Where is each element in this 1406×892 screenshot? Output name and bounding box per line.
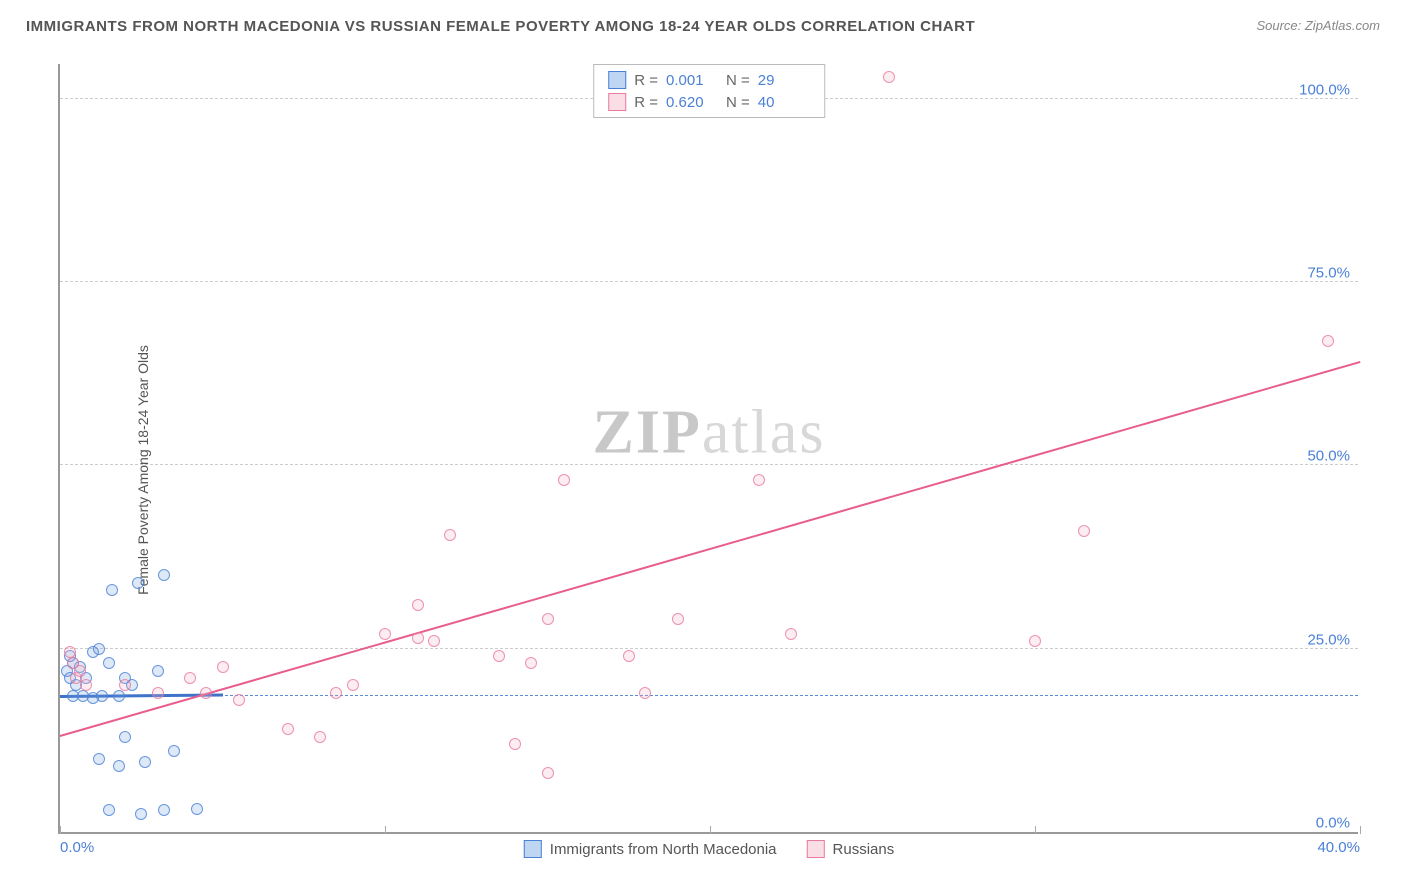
data-point — [113, 690, 125, 702]
data-point — [152, 665, 164, 677]
y-tick-label: 0.0% — [1316, 815, 1350, 832]
y-tick-label: 50.0% — [1307, 448, 1350, 465]
data-point — [103, 804, 115, 816]
legend-item-1: Immigrants from North Macedonia — [524, 840, 777, 858]
grid-line — [60, 281, 1358, 282]
data-point — [428, 635, 440, 647]
data-point — [785, 628, 797, 640]
data-point — [168, 745, 180, 757]
title-bar: IMMIGRANTS FROM NORTH MACEDONIA VS RUSSI… — [0, 0, 1406, 45]
data-point — [623, 650, 635, 662]
data-point — [135, 808, 147, 820]
chart-container: Female Poverty Among 18-24 Year Olds R =… — [18, 50, 1388, 890]
legend-row-series-2: R = 0.620 N = 40 — [608, 91, 810, 113]
legend-swatch-bottom-1 — [524, 840, 542, 858]
data-point — [753, 474, 765, 486]
data-point — [106, 584, 118, 596]
legend-label-1: Immigrants from North Macedonia — [550, 841, 777, 858]
data-point — [883, 71, 895, 83]
data-point — [67, 657, 79, 669]
y-tick-label: 75.0% — [1307, 265, 1350, 282]
data-point — [672, 613, 684, 625]
legend-r-label: R = — [634, 72, 658, 89]
x-tick-mark — [1035, 826, 1036, 834]
data-point — [412, 599, 424, 611]
legend-row-series-1: R = 0.001 N = 29 — [608, 69, 810, 91]
reference-line — [60, 695, 1358, 696]
x-tick-mark — [710, 826, 711, 834]
legend-swatch-2 — [608, 93, 626, 111]
data-point — [184, 672, 196, 684]
watermark: ZIPatlas — [593, 397, 826, 468]
data-point — [119, 679, 131, 691]
data-point — [379, 628, 391, 640]
data-point — [525, 657, 537, 669]
legend-r-value-2: 0.620 — [666, 94, 718, 111]
x-tick-mark — [60, 826, 61, 834]
watermark-light: atlas — [702, 398, 826, 466]
legend-n-label: N = — [726, 72, 750, 89]
data-point — [93, 643, 105, 655]
source-label: Source: ZipAtlas.com — [1256, 18, 1380, 33]
data-point — [158, 804, 170, 816]
data-point — [314, 731, 326, 743]
legend-r-label: R = — [634, 94, 658, 111]
legend-n-value-1: 29 — [758, 72, 810, 89]
watermark-bold: ZIP — [593, 398, 702, 466]
data-point — [282, 723, 294, 735]
data-point — [1322, 335, 1334, 347]
data-point — [412, 632, 424, 644]
scatter-plot: R = 0.001 N = 29 R = 0.620 N = 40 ZIPatl… — [58, 64, 1358, 834]
data-point — [80, 679, 92, 691]
data-point — [493, 650, 505, 662]
data-point — [64, 646, 76, 658]
trend-line-2 — [60, 361, 1361, 737]
legend-r-value-1: 0.001 — [666, 72, 718, 89]
y-tick-label: 25.0% — [1307, 631, 1350, 648]
data-point — [444, 529, 456, 541]
data-point — [542, 613, 554, 625]
data-point — [93, 753, 105, 765]
data-point — [233, 694, 245, 706]
y-tick-label: 100.0% — [1299, 81, 1350, 98]
data-point — [217, 661, 229, 673]
grid-line — [60, 464, 1358, 465]
data-point — [347, 679, 359, 691]
data-point — [542, 767, 554, 779]
data-point — [132, 577, 144, 589]
x-tick-label: 40.0% — [1317, 839, 1360, 856]
x-tick-label: 0.0% — [60, 839, 94, 856]
legend-item-2: Russians — [807, 840, 895, 858]
legend-series: Immigrants from North Macedonia Russians — [524, 840, 894, 858]
data-point — [330, 687, 342, 699]
data-point — [1078, 525, 1090, 537]
x-tick-mark — [1360, 826, 1361, 834]
grid-line — [60, 648, 1358, 649]
data-point — [113, 760, 125, 772]
data-point — [191, 803, 203, 815]
data-point — [200, 687, 212, 699]
data-point — [152, 687, 164, 699]
legend-n-label: N = — [726, 94, 750, 111]
legend-swatch-bottom-2 — [807, 840, 825, 858]
data-point — [639, 687, 651, 699]
data-point — [158, 569, 170, 581]
legend-swatch-1 — [608, 71, 626, 89]
chart-title: IMMIGRANTS FROM NORTH MACEDONIA VS RUSSI… — [26, 18, 975, 35]
legend-correlation: R = 0.001 N = 29 R = 0.620 N = 40 — [593, 64, 825, 118]
legend-label-2: Russians — [833, 841, 895, 858]
data-point — [1029, 635, 1041, 647]
data-point — [96, 690, 108, 702]
data-point — [119, 731, 131, 743]
data-point — [139, 756, 151, 768]
x-tick-mark — [385, 826, 386, 834]
legend-n-value-2: 40 — [758, 94, 810, 111]
data-point — [509, 738, 521, 750]
data-point — [103, 657, 115, 669]
data-point — [558, 474, 570, 486]
